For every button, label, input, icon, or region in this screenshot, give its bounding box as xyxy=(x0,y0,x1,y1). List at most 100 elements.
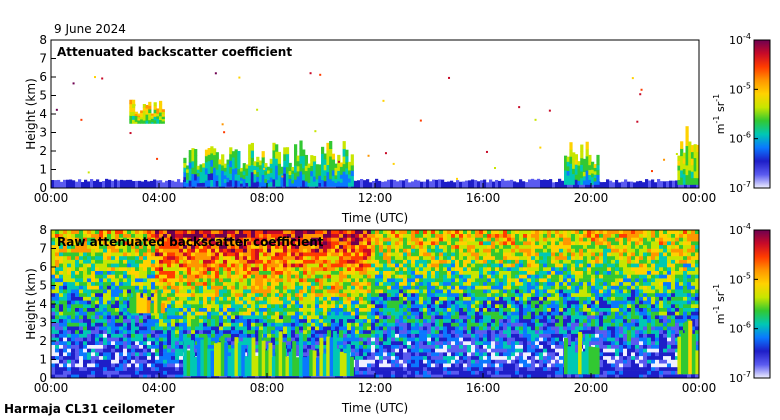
cloud-cell xyxy=(148,116,152,121)
bl-cell xyxy=(411,181,415,188)
noise-cell xyxy=(371,274,376,279)
speck xyxy=(384,152,387,155)
noise-cell xyxy=(51,359,56,364)
cloud-cell xyxy=(210,166,214,174)
noise-cell xyxy=(351,322,356,327)
noise-cell xyxy=(435,322,440,327)
noise-cell xyxy=(255,278,260,283)
noise-cell xyxy=(207,311,212,316)
noise-cell xyxy=(111,366,116,371)
noise-cell xyxy=(251,248,256,253)
bl-cell xyxy=(498,180,502,188)
cloud-cell xyxy=(199,182,203,187)
cloud-cell xyxy=(304,154,308,161)
noise-cell xyxy=(151,315,156,320)
noise-cell xyxy=(195,329,200,334)
noise-cell xyxy=(83,355,88,360)
noise-cell xyxy=(383,233,388,238)
cloud-cell xyxy=(682,168,686,175)
noise-cell xyxy=(127,230,132,234)
noise-cell xyxy=(347,318,352,323)
noise-cell xyxy=(335,244,340,249)
noise-cell xyxy=(359,263,364,268)
noise-cell xyxy=(207,292,212,297)
noise-cell xyxy=(283,244,288,249)
noise-cell xyxy=(107,315,112,320)
noise-cell xyxy=(171,363,176,368)
noise-cell xyxy=(71,355,76,360)
cloud-cell xyxy=(159,112,163,117)
noise-cell xyxy=(99,263,104,268)
noise-cell xyxy=(127,359,132,364)
noise-cell xyxy=(395,318,400,323)
bl-cell xyxy=(627,181,631,188)
noise-cell xyxy=(307,300,312,305)
noise-cell xyxy=(427,259,432,264)
noise-cell xyxy=(391,344,396,349)
noise-cell xyxy=(59,278,64,283)
noise-cell xyxy=(275,289,280,294)
cloud-cell xyxy=(307,167,311,172)
cloud-cell xyxy=(588,174,592,180)
noise-cell xyxy=(175,307,180,312)
cloud-cell xyxy=(213,179,217,187)
bl-cell xyxy=(687,181,691,188)
noise-cell xyxy=(315,230,320,234)
noise-cell xyxy=(59,289,64,294)
cloud-cell xyxy=(339,162,344,167)
cloud-cell xyxy=(566,170,570,176)
noise-cell xyxy=(91,344,96,349)
noise-cell xyxy=(359,374,364,378)
noise-cell xyxy=(447,237,452,242)
noise-cell xyxy=(291,307,296,312)
noise-cell xyxy=(95,374,100,378)
noise-cell xyxy=(263,278,268,283)
noise-cell xyxy=(115,352,120,357)
bl-cell xyxy=(363,180,367,188)
noise-cell xyxy=(103,329,108,334)
noise-cell xyxy=(99,248,104,253)
noise-cell xyxy=(391,274,396,279)
noise-cell xyxy=(415,274,420,279)
noise-cell xyxy=(179,315,184,320)
speck xyxy=(539,146,542,149)
cloud-cell xyxy=(134,111,138,115)
bl-cell xyxy=(108,179,112,188)
noise-cell xyxy=(247,248,252,253)
cloud-cell xyxy=(685,135,689,147)
cloud-cell xyxy=(577,172,581,178)
noise-cell xyxy=(91,341,96,345)
noise-cell xyxy=(291,333,296,338)
noise-cell xyxy=(215,315,220,320)
noise-cell xyxy=(331,237,336,242)
noise-cell xyxy=(435,352,440,357)
cloud-cell xyxy=(226,164,230,169)
noise-cell xyxy=(91,292,96,297)
noise-cell xyxy=(355,289,360,294)
noise-cell xyxy=(199,296,204,301)
noise-cell xyxy=(447,355,452,360)
noise-cell xyxy=(123,318,128,323)
noise-cell xyxy=(63,366,68,371)
noise-cell xyxy=(327,292,332,297)
noise-cell xyxy=(175,241,180,246)
noise-cell xyxy=(171,255,176,260)
noise-cell xyxy=(407,304,412,308)
noise-cell xyxy=(411,278,416,283)
bl-cell xyxy=(360,178,364,188)
noise-cell xyxy=(263,300,268,305)
noise-cell xyxy=(391,318,396,323)
noise-cell xyxy=(175,281,180,286)
noise-cell xyxy=(103,252,108,257)
x-tick-label: 04:00 xyxy=(142,191,177,205)
noise-cell xyxy=(267,237,272,242)
noise-cell xyxy=(407,326,412,331)
noise-cell xyxy=(391,263,396,268)
noise-cell xyxy=(315,263,320,268)
noise-cell xyxy=(195,259,200,264)
noise-cell xyxy=(131,329,136,334)
bl-cell xyxy=(672,180,676,188)
noise-cell xyxy=(323,230,328,234)
noise-cell xyxy=(363,244,368,249)
noise-cell xyxy=(103,296,108,301)
